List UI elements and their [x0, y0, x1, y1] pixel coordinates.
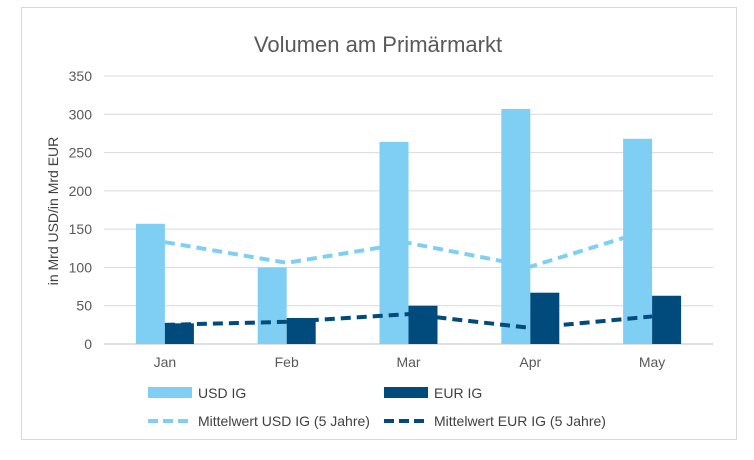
legend-swatch: [384, 387, 428, 398]
bar-eur-ig: [530, 292, 560, 344]
bar-usd-ig: [501, 108, 531, 344]
x-tick-label: Apr: [519, 354, 541, 370]
legend-label: Mittelwert USD IG (5 Jahre): [198, 413, 370, 429]
y-axis-label: in Mrd USD/in Mrd EUR: [45, 137, 61, 286]
legend-item: Mittelwert EUR IG (5 Jahre): [384, 413, 606, 429]
line-mittelwert-eur-ig-5-jahre: [164, 312, 653, 330]
bars: [135, 108, 682, 344]
legend-item: Mittelwert USD IG (5 Jahre): [148, 413, 370, 429]
bar-eur-ig: [408, 305, 438, 344]
y-tick-label: 100: [69, 259, 93, 275]
bar-usd-ig: [623, 138, 653, 344]
legend-swatch: [148, 387, 192, 398]
y-tick-label: 250: [69, 145, 93, 161]
bar-usd-ig: [135, 223, 165, 344]
legend-item: USD IG: [148, 385, 246, 401]
bar-eur-ig: [652, 295, 682, 344]
chart-frame: [21, 7, 737, 440]
y-tick-label: 350: [69, 68, 93, 84]
average-lines: [164, 227, 653, 330]
legend-label: Mittelwert EUR IG (5 Jahre): [434, 413, 606, 429]
bar-eur-ig: [164, 323, 194, 344]
bar-usd-ig: [257, 267, 287, 344]
x-tick-label: May: [639, 354, 665, 370]
x-tick-label: Feb: [275, 354, 299, 370]
x-tick-label: Jan: [154, 354, 177, 370]
legend-label: EUR IG: [434, 385, 482, 401]
legend-label: USD IG: [198, 385, 246, 401]
y-tick-label: 50: [76, 298, 92, 314]
chart-title: Volumen am Primärmarkt: [254, 32, 502, 57]
y-axis-ticks: 0 50 100 150 200 250 300 350: [69, 68, 93, 352]
legend-item: EUR IG: [384, 385, 482, 401]
y-tick-label: 150: [69, 221, 93, 237]
legend: USD IG EUR IG Mittelwert USD IG (5 Jahre) M…: [148, 385, 606, 429]
x-axis-ticks: Jan Feb Mar Apr May: [154, 354, 666, 370]
y-tick-label: 0: [84, 336, 92, 352]
y-tick-label: 300: [69, 106, 93, 122]
x-tick-label: Mar: [396, 354, 420, 370]
line-mittelwert-usd-ig-5-jahre: [164, 227, 653, 269]
y-tick-label: 200: [69, 183, 93, 199]
